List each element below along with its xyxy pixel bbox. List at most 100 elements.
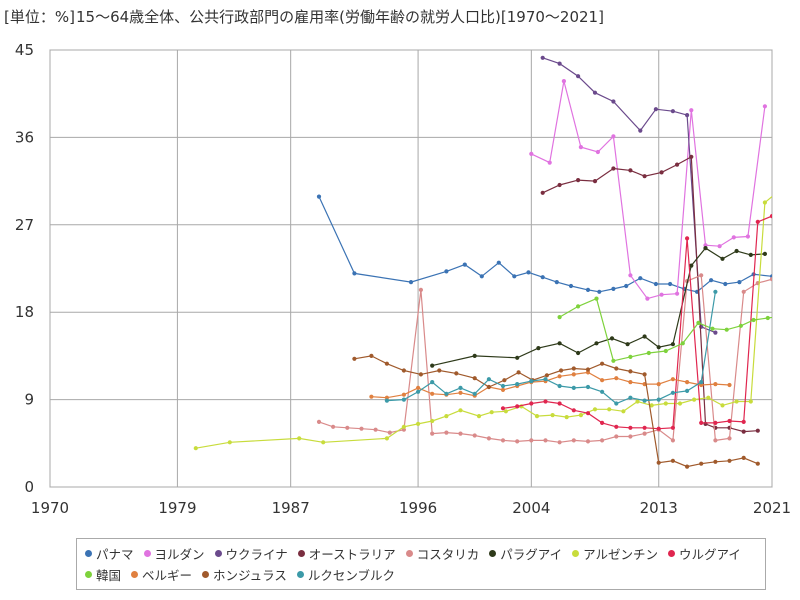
data-point — [476, 414, 482, 419]
data-point — [594, 296, 599, 301]
data-point — [748, 252, 753, 257]
data-point — [646, 350, 651, 356]
data-point — [496, 260, 501, 265]
data-point — [515, 439, 520, 444]
legend-label: ルクセンブルク — [307, 568, 396, 583]
data-point — [692, 397, 697, 402]
data-point — [689, 108, 694, 113]
legend-item: ベルギー — [131, 565, 192, 584]
line-chart: 1970 1979 1987 1996 2004 2013 2021 0 9 18 27 36 45 — [15, 41, 798, 517]
series-line — [386, 291, 716, 405]
data-point — [345, 425, 350, 430]
y-tick-label: 0 — [24, 478, 34, 496]
series-group — [193, 55, 798, 469]
data-point — [741, 419, 746, 424]
legend-marker — [296, 571, 304, 578]
data-point — [373, 427, 378, 432]
data-point — [600, 420, 605, 425]
data-point — [512, 274, 517, 279]
data-point — [401, 427, 406, 432]
data-point — [369, 394, 374, 399]
data-point — [529, 401, 534, 406]
data-point — [576, 304, 581, 309]
data-point — [611, 286, 616, 291]
legend-label: コスタリカ — [416, 547, 480, 562]
data-point — [550, 413, 555, 418]
data-point — [794, 310, 798, 314]
data-point — [628, 273, 633, 278]
data-point — [486, 436, 491, 441]
data-point — [755, 428, 760, 433]
data-point — [638, 128, 643, 133]
legend-marker — [85, 550, 92, 557]
data-point — [430, 431, 435, 436]
data-point — [670, 438, 676, 443]
data-point — [731, 235, 736, 240]
data-point — [611, 99, 616, 104]
data-point — [592, 407, 598, 412]
data-point — [515, 382, 520, 387]
data-point — [515, 404, 520, 409]
data-point — [543, 377, 548, 382]
legend-label: ウクライナ — [225, 547, 288, 562]
y-tick-label: 18 — [15, 303, 34, 321]
data-point — [659, 292, 664, 297]
data-point — [571, 408, 576, 413]
data-point — [559, 368, 564, 373]
data-point — [713, 330, 718, 335]
data-point — [649, 403, 654, 408]
data-point — [614, 376, 619, 381]
data-point — [592, 179, 598, 184]
data-point — [656, 460, 661, 465]
series-line — [318, 196, 772, 293]
data-point — [594, 341, 599, 346]
legend-item: パナマ — [85, 544, 134, 563]
plot-area — [49, 49, 773, 488]
data-point — [500, 383, 506, 389]
legend-marker — [202, 571, 210, 578]
data-point — [430, 380, 435, 385]
data-point — [502, 378, 507, 383]
data-point — [600, 389, 605, 394]
data-point — [685, 113, 690, 118]
data-point — [642, 174, 647, 179]
data-point — [416, 385, 421, 390]
data-point — [369, 353, 374, 358]
legend-marker — [572, 550, 580, 557]
data-point — [755, 219, 760, 224]
data-point — [699, 380, 704, 385]
series-line — [531, 80, 766, 300]
data-point — [635, 399, 640, 404]
data-point — [638, 276, 643, 281]
data-point — [401, 392, 406, 397]
legend-label: ウルグアイ — [678, 547, 741, 562]
data-point — [611, 134, 616, 139]
data-point — [489, 410, 494, 415]
y-tick-label: 45 — [15, 41, 34, 59]
data-point — [600, 438, 605, 443]
data-point — [540, 275, 545, 280]
data-point — [321, 440, 326, 445]
data-point — [762, 104, 768, 109]
data-point — [791, 185, 795, 189]
legend-label: 韓国 — [96, 568, 122, 583]
data-point — [585, 439, 591, 444]
data-point — [609, 336, 615, 341]
data-point — [614, 366, 619, 371]
data-point — [762, 251, 768, 256]
data-point — [472, 433, 477, 438]
data-point — [458, 431, 463, 436]
legend-item: 韓国 — [85, 565, 121, 584]
y-tick-label: 9 — [24, 391, 34, 409]
data-point — [557, 374, 562, 379]
x-tick-label: 1996 — [399, 499, 437, 517]
data-point — [628, 369, 633, 374]
legend-item: アルゼンチン — [572, 544, 658, 563]
data-point — [713, 420, 718, 425]
data-point — [458, 385, 463, 390]
data-point — [696, 320, 701, 325]
data-point — [677, 401, 683, 406]
data-point — [709, 278, 714, 283]
data-point — [571, 372, 576, 377]
data-point — [699, 382, 704, 388]
